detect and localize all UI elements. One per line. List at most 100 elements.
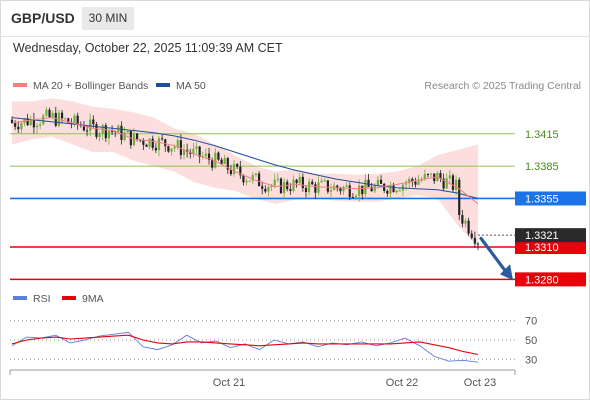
candle-body bbox=[354, 195, 358, 198]
candle-body bbox=[182, 149, 186, 156]
candle-body bbox=[245, 180, 248, 183]
candle-body bbox=[404, 183, 408, 185]
timeframe-tab[interactable]: 30 MIN bbox=[82, 7, 134, 30]
candle-body bbox=[423, 174, 426, 180]
candle-body bbox=[273, 179, 276, 186]
candle-body bbox=[73, 115, 76, 125]
header-divider bbox=[0, 36, 590, 37]
legend-ma-bb: MA 20 + Bollinger Bands bbox=[13, 80, 148, 92]
candle-body bbox=[311, 181, 314, 185]
ma50-swatch bbox=[156, 83, 170, 88]
candle-body bbox=[308, 181, 311, 193]
legend-ma50-label: MA 50 bbox=[176, 80, 206, 92]
candle-body bbox=[289, 189, 292, 191]
candle-body bbox=[60, 112, 64, 119]
last-price-tag bbox=[515, 228, 586, 243]
candle-body bbox=[254, 173, 258, 175]
candle-body bbox=[317, 182, 320, 193]
candle-body bbox=[35, 125, 39, 128]
candle-body bbox=[220, 159, 223, 164]
candle-body bbox=[98, 133, 101, 137]
candle-body bbox=[420, 179, 423, 181]
rsi-swatch bbox=[13, 296, 27, 301]
candle-body bbox=[67, 118, 70, 123]
candle-body bbox=[367, 179, 370, 187]
level-label-1.3310: 1.3310 bbox=[525, 242, 559, 254]
level-label-1.3415: 1.3415 bbox=[525, 129, 559, 141]
candle-body bbox=[336, 185, 339, 189]
candle-body bbox=[470, 233, 473, 238]
candle-body bbox=[154, 147, 157, 151]
candle-body bbox=[45, 109, 48, 116]
legend-rsi-label: RSI bbox=[33, 293, 51, 305]
rsi-tick-30: 30 bbox=[525, 354, 537, 366]
level-label-1.3280: 1.3280 bbox=[525, 274, 559, 286]
candle-body bbox=[217, 152, 220, 160]
candle-body bbox=[242, 175, 245, 183]
candle-body bbox=[370, 186, 373, 192]
candle-body bbox=[348, 185, 351, 198]
candle-body bbox=[48, 109, 51, 118]
level-label-1.3385: 1.3385 bbox=[525, 161, 559, 173]
candle-body bbox=[32, 118, 35, 128]
rsi-series-RSI bbox=[11, 331, 479, 363]
rsi-ma-swatch bbox=[62, 296, 76, 301]
candle-body bbox=[26, 118, 29, 126]
candle-body bbox=[467, 220, 470, 234]
bollinger-band bbox=[12, 98, 478, 247]
legend-rsi-ma: 9MA bbox=[62, 293, 104, 305]
candle-body bbox=[173, 146, 176, 149]
candle-body bbox=[142, 140, 145, 145]
candle-body bbox=[10, 119, 14, 124]
candle-body bbox=[89, 119, 92, 131]
candle-body bbox=[164, 139, 167, 147]
candle-body bbox=[345, 185, 348, 187]
candle-body bbox=[39, 124, 42, 126]
candle-body bbox=[451, 175, 455, 190]
candle-body bbox=[54, 112, 57, 126]
candle-body bbox=[276, 178, 279, 180]
candle-body bbox=[232, 164, 236, 175]
candle-body bbox=[226, 158, 229, 170]
candle-body bbox=[20, 123, 23, 130]
candle-body bbox=[417, 180, 420, 185]
candle-body bbox=[17, 126, 20, 130]
candle-body bbox=[170, 148, 173, 152]
candle-body bbox=[329, 190, 333, 192]
level-label-1.3355: 1.3355 bbox=[525, 193, 559, 205]
candle-body bbox=[211, 159, 214, 168]
candle-body bbox=[282, 181, 286, 194]
datetime-label: Wednesday, October 22, 2025 11:09:39 AM … bbox=[13, 41, 283, 55]
candle-body bbox=[383, 183, 386, 191]
candle-body bbox=[136, 133, 139, 140]
candle-body bbox=[29, 118, 32, 126]
candle-body bbox=[386, 190, 389, 194]
candle-body bbox=[376, 179, 380, 186]
candle-body bbox=[373, 185, 376, 192]
candle-body bbox=[364, 179, 367, 195]
candle-body bbox=[429, 173, 433, 175]
candle-body bbox=[104, 125, 107, 139]
candle-body bbox=[198, 146, 201, 157]
candle-body bbox=[445, 178, 448, 189]
symbol-title: GBP/USD bbox=[11, 10, 75, 26]
candle-body bbox=[264, 188, 267, 192]
candle-body bbox=[157, 138, 161, 151]
candle-body bbox=[64, 118, 67, 120]
candle-body bbox=[270, 185, 273, 188]
candle-body bbox=[195, 146, 198, 149]
candle-body bbox=[358, 185, 361, 196]
credit-text: Research © 2025 Trading Central bbox=[424, 80, 581, 92]
candle-body bbox=[126, 130, 129, 133]
candle-body bbox=[207, 153, 211, 160]
legend-rsi-ma-label: 9MA bbox=[82, 293, 104, 305]
candle-body bbox=[179, 140, 182, 156]
candle-body bbox=[464, 220, 467, 224]
candle-body bbox=[76, 115, 79, 125]
candle-body bbox=[248, 180, 251, 182]
candle-body bbox=[414, 181, 417, 185]
candle-body bbox=[395, 190, 398, 193]
candle-body bbox=[110, 131, 114, 133]
projection-arrow-shaft bbox=[479, 236, 509, 275]
candle-body bbox=[361, 185, 364, 195]
